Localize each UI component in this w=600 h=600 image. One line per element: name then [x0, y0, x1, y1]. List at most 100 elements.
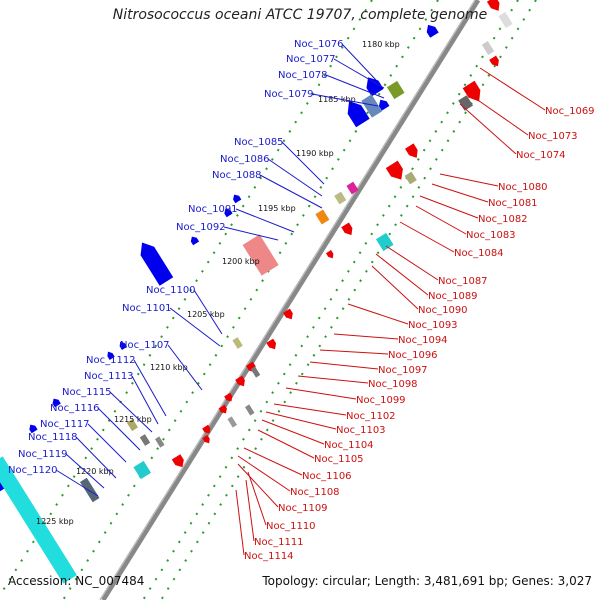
leader-right-4: [431, 183, 489, 203]
forward-gene-6: [190, 236, 200, 246]
forward-gene-0-body: [426, 24, 439, 38]
gene-label-left: Noc_1088: [212, 170, 262, 181]
reverse-gene-1-body: [489, 55, 499, 67]
forward-gene-9-body: [107, 351, 115, 360]
gene-label-right: Noc_1106: [302, 471, 352, 482]
leader-left-4: [281, 141, 325, 185]
forward-gene-5: [224, 208, 233, 218]
map-title: Nitrosococcus oceani ATCC 19707, complet…: [112, 7, 488, 23]
leader-right-23: [237, 463, 279, 508]
forward-gene-10: [52, 398, 61, 408]
gene-label-right: Noc_1081: [488, 198, 538, 209]
reverse-gene-13: [202, 424, 211, 434]
reverse-gene-0: [486, 0, 500, 11]
forward-gene-9: [107, 351, 115, 360]
forward-gene-5-body: [224, 208, 233, 218]
misc-gene-3-rect: [334, 191, 347, 205]
leader-right-17: [273, 403, 347, 416]
leader-right-22: [237, 455, 291, 492]
reverse-gene-14-shape: [202, 435, 210, 444]
reverse-gene-5: [341, 222, 353, 236]
kbp-tick-9: 1225 kbp: [36, 517, 74, 526]
reverse-gene-7-body: [283, 308, 293, 320]
reverse-gene-13-shape: [202, 424, 211, 434]
misc-gene-2-rect: [346, 181, 359, 195]
misc-gene-20-rect: [154, 436, 165, 448]
forward-gene-8-body: [119, 341, 128, 350]
reverse-gene-12: [218, 404, 227, 414]
reverse-gene-8-body: [266, 338, 277, 350]
misc-gene-5-rect: [242, 234, 279, 276]
reverse-gene-8-shape: [266, 338, 277, 350]
leader-right-21: [243, 447, 303, 476]
reverse-gene-4: [385, 160, 403, 180]
leader-left-8: [223, 226, 279, 241]
reverse-gene-10: [235, 375, 245, 387]
kbp-tick-6: 1210 kbp: [150, 363, 188, 372]
leader-right-0: [479, 67, 546, 111]
misc-gene-19-rect: [227, 416, 238, 428]
kbp-tick-2: 1190 kbp: [296, 149, 334, 158]
misc-gene-15: [498, 11, 513, 29]
leader-left-16: [87, 423, 127, 463]
gene-label-left: Noc_1077: [286, 54, 336, 65]
reverse-gene-7: [283, 308, 293, 320]
misc-gene-0: [386, 80, 405, 100]
gene-label-left: Noc_1076: [294, 39, 344, 50]
leader-right-16: [285, 387, 357, 400]
reverse-gene-14-body: [202, 435, 210, 444]
kbp-tick-3: 1195 kbp: [258, 204, 296, 213]
gene-label-right: Noc_1096: [388, 350, 438, 361]
leader-right-18: [265, 411, 337, 430]
reverse-gene-3-shape: [405, 143, 418, 158]
reverse-gene-5-body: [341, 222, 353, 236]
gene-label-left: Noc_1112: [86, 355, 136, 366]
misc-gene-2: [346, 181, 359, 195]
reverse-gene-1-shape: [489, 55, 499, 67]
gene-label-left: Noc_1113: [84, 371, 134, 382]
kbp-tick-0: 1180 kbp: [362, 40, 400, 49]
gene-label-right: Noc_1094: [398, 335, 448, 346]
leader-left-15: [97, 407, 141, 451]
leader-left-9: [193, 289, 223, 335]
leader-right-26: [235, 489, 245, 556]
misc-gene-6: [375, 232, 394, 252]
reverse-gene-11-body: [224, 392, 233, 402]
leader-right-24: [247, 471, 267, 526]
forward-gene-7-body: [140, 242, 174, 286]
leader-left-7: [235, 208, 295, 233]
forward-gene-10-body: [52, 398, 61, 408]
gene-label-left: Noc_1117: [40, 419, 90, 430]
kbp-ticks: 1180 kbp 1185 kbp 1190 kbp 1195 kbp 1200 kbp…: [36, 40, 400, 526]
kbp-tick-4: 1200 kbp: [222, 257, 260, 266]
reverse-gene-2-shape: [462, 80, 481, 102]
leader-right-15: [297, 375, 369, 384]
gene-label-left: Noc_1092: [176, 222, 226, 233]
forward-gene-3-shape: [378, 99, 390, 111]
gene-label-left: Noc_1078: [278, 70, 328, 81]
gene-label-right: Noc_1109: [278, 503, 328, 514]
forward-gene-11-shape: [29, 424, 38, 434]
gene-label-right: Noc_1098: [368, 379, 418, 390]
label-leaders: [55, 43, 546, 556]
leader-left-18: [65, 453, 105, 489]
misc-gene-17: [250, 366, 261, 378]
misc-gene-18-rect: [244, 404, 255, 416]
forward-gene-3-body: [378, 99, 390, 111]
forward-gene-8-shape: [119, 341, 128, 350]
reverse-gene-0-body: [486, 0, 500, 11]
reverse-gene-15-body: [171, 454, 184, 468]
gene-label-right: Noc_1108: [290, 487, 340, 498]
kbp-tick-7: 1215 kbp: [114, 415, 152, 424]
misc-gene-5: [242, 234, 279, 276]
forward-gene-7-shape: [140, 242, 174, 286]
gene-label-right: Noc_1104: [324, 440, 374, 451]
misc-gene-12-rect: [133, 460, 152, 480]
track-dots-1: [62, 0, 439, 600]
gene-label-right: Noc_1073: [528, 131, 578, 142]
reverse-gene-1: [489, 55, 499, 67]
misc-gene-15-rect: [498, 11, 513, 29]
misc-gene-10: [126, 418, 138, 432]
track-dots-2: [142, 0, 519, 600]
gene-label-right: Noc_1090: [418, 305, 468, 316]
